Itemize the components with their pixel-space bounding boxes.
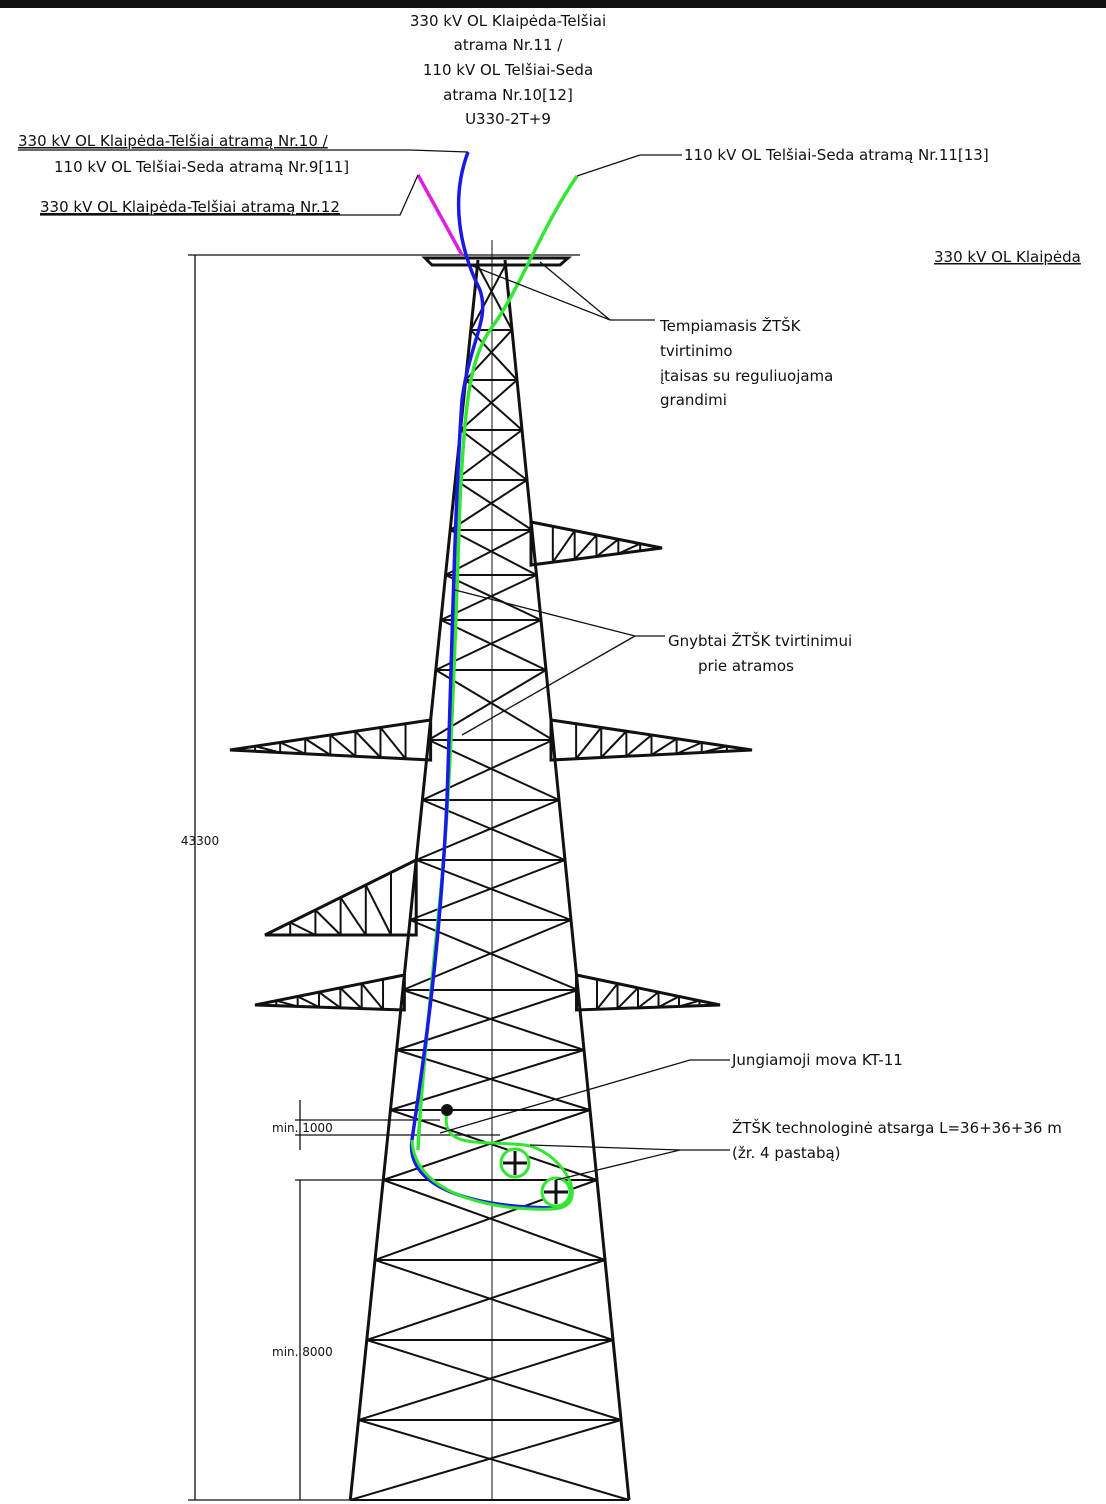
label: (žr. 4 pastabą) bbox=[732, 1144, 841, 1162]
tower-member bbox=[367, 1340, 621, 1420]
label: tvirtinimo bbox=[660, 342, 733, 360]
drawing: 43300 min. 1000 min. 8000 330 kV OL Klai… bbox=[0, 0, 1106, 1504]
tower-member bbox=[359, 1340, 613, 1420]
tower-member bbox=[429, 670, 546, 740]
tower-member bbox=[355, 731, 380, 757]
tower bbox=[230, 240, 752, 1500]
dim-min-top: min. 1000 bbox=[272, 1121, 333, 1135]
tower-member bbox=[410, 860, 565, 920]
label: įtaisas su reguliuojama bbox=[660, 367, 833, 385]
title-line: U330-2T+9 bbox=[465, 110, 551, 128]
tower-member bbox=[626, 735, 651, 756]
leader-lines bbox=[18, 150, 730, 1180]
dim-min-bottom: min. 8000 bbox=[272, 1345, 333, 1359]
label: 330 kV OL Klaipėda-Telšiai atramą Nr.12 bbox=[40, 198, 340, 216]
tower-member bbox=[601, 731, 626, 757]
tower-member bbox=[618, 988, 639, 1009]
tower-member bbox=[290, 923, 315, 936]
tower-member bbox=[446, 575, 541, 620]
tower-member bbox=[553, 531, 575, 563]
label: 110 kV OL Telšiai-Seda atramą Nr.9[11] bbox=[54, 158, 349, 176]
title-line: 110 kV OL Telšiai-Seda bbox=[423, 61, 593, 79]
tower-member bbox=[366, 885, 391, 935]
tower-member bbox=[319, 992, 340, 1008]
tower-member bbox=[455, 480, 532, 530]
tower-member bbox=[638, 992, 659, 1008]
title-line: atrama Nr.10[12] bbox=[443, 86, 573, 104]
tower-member bbox=[466, 380, 522, 430]
label: Jungiamoji mova KT-11 bbox=[731, 1051, 903, 1069]
top-bar bbox=[0, 0, 1106, 8]
label: Gnybtai ŽTŠK tvirtinimui bbox=[668, 631, 852, 650]
tower-member bbox=[397, 990, 578, 1050]
tower-member bbox=[460, 430, 527, 480]
title-line: atrama Nr.11 / bbox=[454, 36, 564, 54]
tower-member bbox=[727, 750, 752, 751]
tower-member bbox=[450, 530, 536, 575]
dim-total: 43300 bbox=[181, 834, 219, 848]
label: 110 kV OL Telšiai-Seda atramą Nr.11[13] bbox=[684, 146, 989, 164]
tower-member bbox=[362, 984, 383, 1010]
tower-member bbox=[640, 548, 662, 551]
joint-box bbox=[441, 1104, 453, 1116]
label: prie atramos bbox=[698, 657, 794, 675]
title-line: 330 kV OL Klaipėda-Telšiai bbox=[410, 12, 606, 30]
label: ŽTŠK technologinė atsarga L=36+36+36 m bbox=[732, 1118, 1062, 1137]
tower-member bbox=[422, 740, 553, 800]
tower-member bbox=[230, 750, 255, 751]
tower-member bbox=[416, 800, 559, 860]
tower-member bbox=[375, 1260, 613, 1340]
tower-member bbox=[700, 1005, 721, 1006]
tower-member bbox=[341, 898, 366, 936]
tower-member bbox=[315, 910, 340, 935]
tower-member bbox=[330, 735, 355, 756]
cable-magenta bbox=[418, 175, 462, 255]
tower-member bbox=[380, 728, 405, 759]
tower-member bbox=[505, 260, 629, 1500]
tower-member bbox=[255, 1005, 276, 1006]
tower-member bbox=[576, 728, 601, 759]
label: Tempiamasis ŽTŠK bbox=[659, 316, 802, 335]
tower-member bbox=[425, 258, 568, 265]
tower-member bbox=[340, 988, 361, 1009]
tower-member bbox=[597, 984, 618, 1010]
label: grandimi bbox=[660, 391, 727, 409]
tower-member bbox=[577, 975, 721, 1010]
tower-member bbox=[359, 1420, 629, 1500]
label: 330 kV OL Klaipėda bbox=[934, 248, 1081, 266]
label: 330 kV OL Klaipėda-Telšiai atramą Nr.10 … bbox=[18, 132, 329, 150]
tower-member bbox=[367, 1260, 605, 1340]
tower-member bbox=[255, 975, 404, 1010]
tower-member bbox=[350, 1420, 621, 1500]
tower-member bbox=[403, 920, 571, 990]
